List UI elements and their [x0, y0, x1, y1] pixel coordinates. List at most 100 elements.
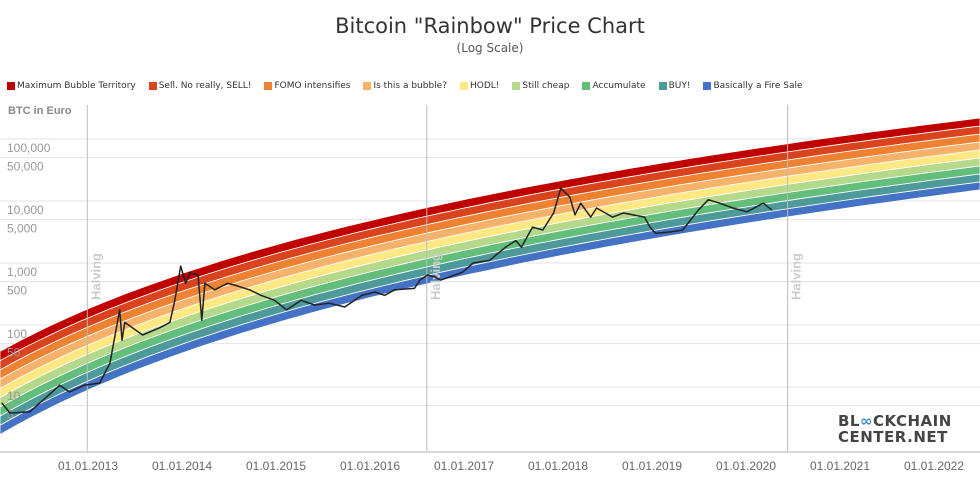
price-point	[671, 231, 673, 233]
price-point	[201, 319, 203, 321]
price-point	[119, 309, 121, 311]
legend-item[interactable]: FOMO intensifies	[264, 81, 350, 91]
price-point	[29, 411, 31, 413]
price-point	[121, 339, 123, 341]
y-tick-label: 5	[7, 408, 14, 422]
price-point	[719, 202, 721, 204]
price-point	[560, 187, 562, 189]
price-point	[707, 199, 710, 201]
y-tick-label: 5,000	[7, 222, 37, 236]
legend-label: HODL!	[470, 81, 500, 91]
price-point	[433, 276, 436, 278]
price-point	[762, 202, 764, 204]
price-point	[248, 289, 251, 291]
price-point	[426, 274, 429, 276]
legend-swatch	[7, 82, 15, 90]
price-point	[1, 402, 3, 404]
price-point	[612, 216, 614, 218]
price-point	[174, 299, 176, 301]
price-point	[344, 306, 346, 308]
legend-swatch	[148, 82, 157, 90]
legend-label: FOMO intensifies	[274, 81, 351, 91]
price-point	[580, 202, 582, 204]
price-point	[109, 362, 111, 365]
chart-title: Bitcoin "Rainbow" Price Chart	[335, 14, 645, 38]
legend-item[interactable]: Sell. No really, SELL!	[148, 81, 252, 91]
legend-swatch	[703, 82, 712, 90]
price-point	[682, 229, 684, 231]
price-point	[214, 289, 216, 291]
price-point	[142, 334, 144, 336]
legend-item[interactable]: Accumulate	[582, 81, 646, 91]
price-point	[643, 216, 646, 218]
price-point	[233, 284, 236, 286]
price-point	[59, 384, 61, 386]
price-point	[9, 412, 11, 414]
legend-item[interactable]: BUY!	[658, 81, 691, 91]
price-point	[746, 211, 748, 213]
price-point	[197, 274, 199, 276]
price-point	[159, 327, 161, 329]
x-tick-label: 01.01.2017	[434, 459, 494, 473]
price-point	[553, 212, 555, 214]
price-point	[472, 262, 474, 264]
y-tick-label: 10	[7, 389, 21, 403]
price-point	[504, 246, 507, 248]
price-point	[622, 212, 625, 214]
x-tick-label: 01.01.2018	[528, 459, 588, 473]
price-point	[698, 209, 700, 211]
price-point	[488, 259, 491, 262]
legend-label: Is this a bubble?	[373, 81, 447, 91]
y-tick-label: 100	[7, 327, 27, 341]
x-tick-label: 01.01.2014	[152, 459, 212, 473]
blockchaincenter-logo: BL∞CKCHAIN CENTER.NET	[838, 412, 952, 446]
legend-label: BUY!	[668, 81, 691, 91]
price-point	[227, 282, 229, 284]
price-point	[374, 291, 376, 293]
legend-item[interactable]: HODL!	[460, 81, 499, 91]
legend-label: Basically a Fire Sale	[713, 81, 803, 91]
price-point	[649, 226, 651, 228]
x-tick-label: 01.01.2021	[810, 459, 870, 473]
price-point	[419, 279, 421, 281]
y-tick-label: 50,000	[7, 160, 44, 174]
price-point	[361, 294, 363, 297]
price-point	[531, 226, 534, 228]
halving-label: Halving	[789, 253, 804, 300]
legend-item[interactable]: Still cheap	[512, 81, 569, 91]
x-tick-label: 01.01.2013	[58, 459, 118, 473]
rainbow-band	[0, 117, 980, 362]
price-point	[771, 209, 773, 211]
price-point	[328, 302, 330, 304]
y-tick-label: 100,000	[7, 141, 51, 155]
legend-swatch	[264, 82, 273, 90]
price-line	[1, 187, 773, 414]
price-point	[124, 321, 126, 324]
legend-label: Sell. No really, SELL!	[158, 81, 252, 91]
price-point	[260, 294, 262, 297]
x-tick-label: 01.01.2019	[622, 459, 682, 473]
price-point	[569, 196, 571, 198]
legend-item[interactable]: Maximum Bubble Territory	[7, 81, 136, 91]
price-point	[440, 279, 442, 281]
price-point	[655, 232, 657, 235]
x-tick-label: 01.01.2020	[716, 459, 776, 473]
price-point	[520, 246, 523, 248]
chart-subtitle: (Log Scale)	[456, 41, 524, 55]
price-point	[273, 299, 276, 301]
legend-label: Maximum Bubble Territory	[17, 81, 136, 91]
legend-swatch	[363, 82, 372, 90]
y-tick-label: 500	[7, 284, 27, 298]
legend-item[interactable]: Is this a bubble?	[363, 81, 447, 91]
price-point	[596, 207, 598, 209]
legend-item[interactable]: Basically a Fire Sale	[703, 81, 803, 91]
price-point	[313, 304, 315, 306]
legend-swatch	[582, 82, 591, 90]
price-point	[204, 282, 206, 284]
price-point	[185, 282, 187, 284]
legend: Maximum Bubble Territory Sell. No really,…	[7, 81, 816, 91]
legend-label: Still cheap	[522, 81, 570, 91]
price-point	[515, 239, 517, 242]
price-point	[732, 207, 734, 209]
